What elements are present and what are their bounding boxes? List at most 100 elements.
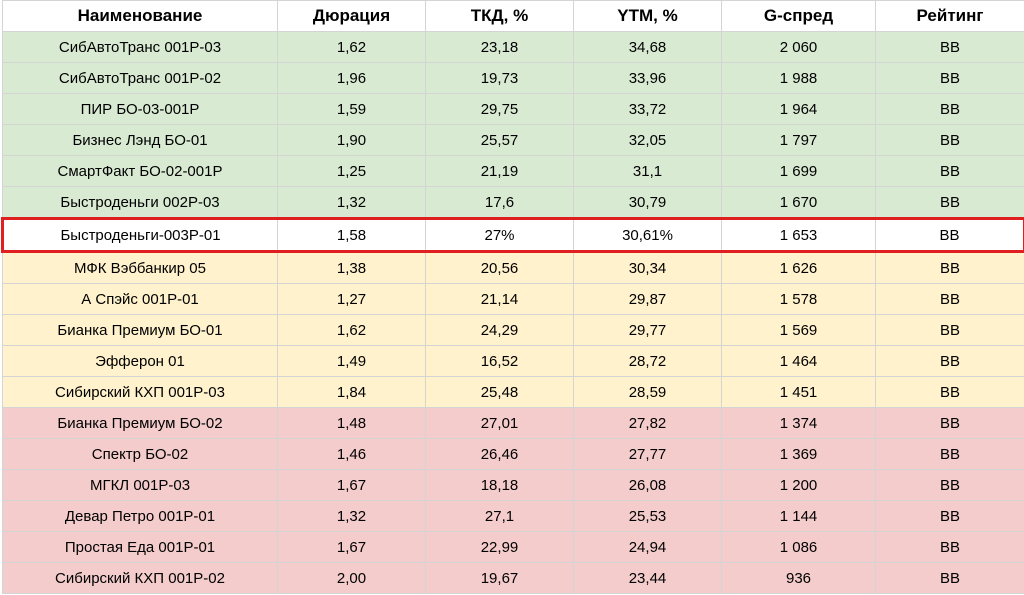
cell-coupon: 19,67 [425,562,574,594]
cell-ytm: 33,96 [573,62,722,94]
cell-coupon: 29,75 [425,93,574,125]
cell-name: МГКЛ 001Р-03 [2,469,278,501]
cell-ytm: 28,59 [573,376,722,408]
cell-rating: BB [875,62,1024,94]
cell-duration: 2,00 [277,562,426,594]
cell-duration: 1,62 [277,314,426,346]
cell-name: Бианка Премиум БО-01 [2,314,278,346]
cell-g-spread: 1 670 [721,186,876,219]
header-rating: Рейтинг [875,0,1024,32]
table-row-highlighted: Быстроденьги-003Р-01 1,58 27% 30,61% 1 653 BB [1,217,1024,253]
table-row: СибАвтоТранс 001Р-02 1,96 19,73 33,96 1 988 B… [2,62,1024,94]
cell-name: Девар Петро 001Р-01 [2,500,278,532]
cell-duration: 1,38 [277,251,426,284]
cell-g-spread: 1 200 [721,469,876,501]
cell-rating: BB [875,31,1024,63]
cell-name: Сибирский КХП 001Р-03 [2,376,278,408]
header-g-spread: G-спред [721,0,876,32]
table-row: Спектр БО-02 1,46 26,46 27,77 1 369 BB [2,438,1024,470]
table-row: А Спэйс 001Р-01 1,27 21,14 29,87 1 578 BB [2,283,1024,315]
cell-g-spread: 1 464 [721,345,876,377]
cell-ytm: 27,77 [573,438,722,470]
cell-rating: BB [875,93,1024,125]
cell-duration: 1,67 [277,469,426,501]
header-name: Наименование [2,0,278,32]
cell-duration: 1,27 [277,283,426,315]
cell-g-spread: 1 451 [721,376,876,408]
cell-coupon: 25,48 [425,376,574,408]
table-row: МФК Вэббанкир 05 1,38 20,56 30,34 1 626 BB [2,251,1024,284]
cell-g-spread: 1 699 [721,155,876,187]
table-row: Простая Еда 001Р-01 1,67 22,99 24,94 1 086 BB [2,531,1024,563]
cell-rating: BB [875,345,1024,377]
cell-rating: BB [875,469,1024,501]
cell-coupon: 26,46 [425,438,574,470]
cell-duration: 1,62 [277,31,426,63]
cell-coupon: 21,14 [425,283,574,315]
cell-coupon: 19,73 [425,62,574,94]
cell-name: Простая Еда 001Р-01 [2,531,278,563]
table-row: СибАвтоТранс 001Р-03 1,62 23,18 34,68 2 060 B… [2,31,1024,63]
cell-duration: 1,49 [277,345,426,377]
cell-ytm: 34,68 [573,31,722,63]
table-row: Девар Петро 001Р-01 1,32 27,1 25,53 1 144 BB [2,500,1024,532]
cell-ytm: 30,61% [573,217,722,253]
cell-rating: BB [875,186,1024,219]
cell-ytm: 29,77 [573,314,722,346]
cell-name: СибАвтоТранс 001Р-03 [2,31,278,63]
table-row: Сибирский КХП 001Р-03 1,84 25,48 28,59 1 451… [2,376,1024,408]
cell-coupon: 24,29 [425,314,574,346]
cell-name: Спектр БО-02 [2,438,278,470]
cell-name: МФК Вэббанкир 05 [2,251,278,284]
cell-rating: BB [875,500,1024,532]
cell-g-spread: 1 964 [721,93,876,125]
cell-rating: BB [875,438,1024,470]
cell-duration: 1,25 [277,155,426,187]
table-row: МГКЛ 001Р-03 1,67 18,18 26,08 1 200 BB [2,469,1024,501]
cell-rating: BB [875,283,1024,315]
cell-rating: BB [875,376,1024,408]
cell-g-spread: 936 [721,562,876,594]
cell-coupon: 25,57 [425,124,574,156]
cell-ytm: 30,34 [573,251,722,284]
cell-name: ПИР БО-03-001Р [2,93,278,125]
cell-name: Сибирский КХП 001Р-02 [2,562,278,594]
cell-g-spread: 1 988 [721,62,876,94]
table-row: Быстроденьги 002Р-03 1,32 17,6 30,79 1 670 BB [2,186,1024,219]
cell-duration: 1,32 [277,500,426,532]
cell-duration: 1,67 [277,531,426,563]
cell-coupon: 18,18 [425,469,574,501]
cell-rating: BB [875,407,1024,439]
cell-rating: BB [875,155,1024,187]
cell-g-spread: 1 086 [721,531,876,563]
table-row: Эфферон 01 1,49 16,52 28,72 1 464 BB [2,345,1024,377]
cell-rating: BB [875,314,1024,346]
table-row: ПИР БО-03-001Р 1,59 29,75 33,72 1 964 BB [2,93,1024,125]
cell-name: Быстроденьги 002Р-03 [2,186,278,219]
cell-rating: BB [875,217,1024,253]
cell-ytm: 28,72 [573,345,722,377]
cell-ytm: 27,82 [573,407,722,439]
cell-ytm: 33,72 [573,93,722,125]
header-row: Наименование Дюрация ТКД, % YTM, % G-спр… [2,0,1024,32]
cell-coupon: 21,19 [425,155,574,187]
cell-ytm: 24,94 [573,531,722,563]
cell-coupon: 16,52 [425,345,574,377]
table-row: Бианка Премиум БО-01 1,62 24,29 29,77 1 569 B… [2,314,1024,346]
cell-name: Бизнес Лэнд БО-01 [2,124,278,156]
cell-g-spread: 1 653 [721,217,876,253]
cell-coupon: 17,6 [425,186,574,219]
cell-coupon: 27% [425,217,574,253]
cell-g-spread: 2 060 [721,31,876,63]
header-coupon: ТКД, % [425,0,574,32]
cell-ytm: 29,87 [573,283,722,315]
cell-duration: 1,59 [277,93,426,125]
cell-ytm: 23,44 [573,562,722,594]
table-body: СибАвтоТранс 001Р-03 1,62 23,18 34,68 2 060 B… [1,31,1024,594]
cell-name: СмартФакт БО-02-001Р [2,155,278,187]
cell-coupon: 27,1 [425,500,574,532]
cell-ytm: 30,79 [573,186,722,219]
cell-g-spread: 1 578 [721,283,876,315]
cell-name: Быстроденьги-003Р-01 [1,217,278,253]
